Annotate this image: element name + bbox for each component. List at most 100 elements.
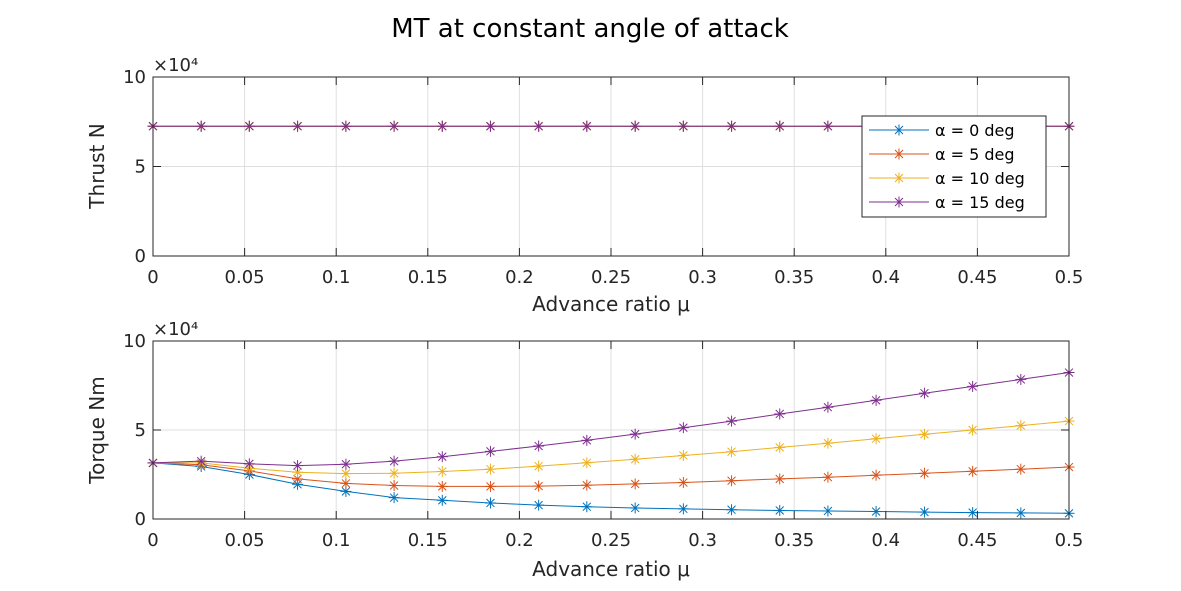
torque-ytick-label: 10: [123, 331, 146, 352]
torque-data-point-alpha-0: [1015, 507, 1027, 519]
torque-data-point-alpha-10: [292, 466, 304, 478]
torque-series: [147, 367, 1075, 519]
thrust-data-point-alpha-15: [822, 120, 834, 132]
torque-ylabel: Torque Nm: [85, 376, 109, 484]
torque-exponent-label: ×10⁴: [153, 319, 198, 340]
thrust-subplot: 0 0.05 0.1 0.15 0.2 0.25 0.3 0.35 0.4 0.45 0.5 0 5 10…: [85, 55, 1083, 316]
figure-title: MT at constant angle of attack: [391, 14, 789, 44]
legend-entry-alpha-15: α = 15 deg: [869, 193, 1025, 212]
thrust-data-point-alpha-15: [533, 120, 545, 132]
torque-data-point-alpha-0: [629, 502, 641, 514]
torque-data-point-alpha-15: [195, 455, 207, 467]
torque-xtick-label: 0.2: [505, 530, 534, 551]
thrust-xtick-label: 0.4: [871, 267, 900, 288]
torque-data-point-alpha-5: [774, 473, 786, 485]
torque-xtick-label: 0.3: [688, 530, 717, 551]
thrust-xtick-label: 0.35: [774, 267, 814, 288]
torque-data-point-alpha-10: [436, 465, 448, 477]
torque-data-point-alpha-5: [340, 477, 352, 489]
torque-data-point-alpha-5: [870, 469, 882, 481]
torque-data-point-alpha-10: [677, 449, 689, 461]
torque-data-point-alpha-5: [629, 478, 641, 490]
torque-data-point-alpha-15: [243, 458, 255, 470]
torque-data-point-alpha-10: [1015, 420, 1027, 432]
legend-marker-alpha-10: [893, 172, 905, 184]
thrust-data-point-alpha-15: [388, 120, 400, 132]
torque-ytick-label: 5: [135, 420, 146, 441]
torque-data-point-alpha-10: [629, 453, 641, 465]
torque-xtick-label: 0.4: [871, 530, 900, 551]
thrust-data-point-alpha-15: [629, 120, 641, 132]
torque-data-point-alpha-0: [388, 492, 400, 504]
torque-xtick-label: 0.45: [957, 530, 997, 551]
torque-grid: [153, 341, 1069, 519]
thrust-data-point-alpha-15: [484, 120, 496, 132]
legend-label-alpha-0: α = 0 deg: [935, 121, 1015, 140]
torque-data-point-alpha-0: [918, 506, 930, 518]
torque-data-point-alpha-10: [388, 467, 400, 479]
torque-data-point-alpha-5: [484, 480, 496, 492]
legend-label-alpha-5: α = 5 deg: [935, 145, 1015, 164]
legend-label-alpha-15: α = 15 deg: [935, 193, 1025, 212]
thrust-xlabel: Advance ratio μ: [532, 292, 690, 316]
torque-data-point-alpha-10: [774, 441, 786, 453]
torque-data-point-alpha-15: [870, 394, 882, 406]
torque-data-point-alpha-0: [533, 499, 545, 511]
torque-data-point-alpha-5: [822, 471, 834, 483]
torque-data-point-alpha-10: [533, 460, 545, 472]
torque-series-line-alpha-5: [152, 462, 1070, 487]
torque-data-point-alpha-10: [967, 424, 979, 436]
torque-data-point-alpha-15: [1015, 373, 1027, 385]
torque-data-point-alpha-10: [918, 428, 930, 440]
torque-xlabel: Advance ratio μ: [532, 557, 690, 581]
thrust-exponent-label: ×10⁴: [153, 55, 198, 76]
torque-data-point-alpha-15: [292, 460, 304, 472]
torque-data-point-alpha-5: [918, 467, 930, 479]
thrust-xtick-label: 0.05: [225, 267, 265, 288]
thrust-data-point-alpha-15: [292, 120, 304, 132]
legend-marker-glyph: [893, 148, 905, 160]
legend-box: [861, 115, 1047, 218]
thrust-ylabel: Thrust N: [85, 123, 109, 209]
thrust-xtick-label: 0.25: [591, 267, 631, 288]
legend-label-alpha-10: α = 10 deg: [935, 169, 1025, 188]
torque-data-point-alpha-15: [484, 445, 496, 457]
torque-data-point-alpha-15: [629, 428, 641, 440]
torque-data-point-alpha-10: [726, 446, 738, 458]
torque-data-point-alpha-5: [533, 480, 545, 492]
thrust-data-point-alpha-15: [436, 120, 448, 132]
thrust-ytick-label: 5: [135, 157, 146, 178]
thrust-xtick-label: 0.2: [505, 267, 534, 288]
torque-data-point-alpha-0: [870, 506, 882, 518]
torque-data-point-alpha-15: [774, 408, 786, 420]
torque-data-point-alpha-10: [822, 437, 834, 449]
torque-data-point-alpha-15: [436, 451, 448, 463]
torque-data-point-alpha-0: [436, 494, 448, 506]
torque-data-point-alpha-15: [967, 380, 979, 392]
torque-series-line-alpha-0: [152, 462, 1070, 514]
thrust-data-point-alpha-15: [726, 120, 738, 132]
thrust-data-point-alpha-15: [774, 120, 786, 132]
thrust-data-point-alpha-15: [195, 120, 207, 132]
torque-data-point-alpha-10: [340, 468, 352, 480]
thrust-xtick-label: 0.1: [322, 267, 351, 288]
torque-data-point-alpha-5: [436, 480, 448, 492]
torque-data-point-alpha-0: [581, 501, 593, 513]
torque-data-point-alpha-15: [388, 455, 400, 467]
torque-xtick-label: 0.35: [774, 530, 814, 551]
thrust-data-point-alpha-15: [581, 120, 593, 132]
torque-xtick-label: 0.1: [322, 530, 351, 551]
torque-subplot: 0 0.05 0.1 0.15 0.2 0.25 0.3 0.35 0.4 0.45 0.5 0 5 10…: [85, 319, 1083, 581]
legend-entry-alpha-0: α = 0 deg: [869, 121, 1015, 140]
torque-data-point-alpha-15: [726, 415, 738, 427]
torque-series-markers-alpha-15: [147, 367, 1075, 472]
torque-data-point-alpha-15: [918, 387, 930, 399]
torque-series-line-alpha-15: [152, 372, 1070, 467]
thrust-ytick-label: 0: [135, 246, 146, 267]
torque-data-point-alpha-15: [822, 401, 834, 413]
torque-data-point-alpha-10: [870, 433, 882, 445]
torque-ticks: 0 0.05 0.1 0.15 0.2 0.25 0.3 0.35 0.4 0.45 0.5 0 5 10: [123, 331, 1083, 551]
torque-data-point-alpha-15: [581, 434, 593, 446]
